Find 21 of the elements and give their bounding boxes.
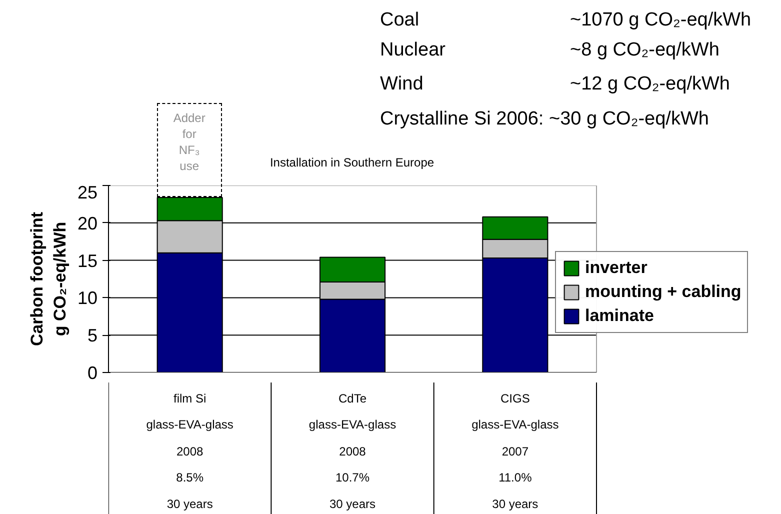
text: ~12 g CO₂-eq/kWh bbox=[570, 72, 730, 96]
y-tick-label: 0 bbox=[87, 363, 98, 383]
y-axis-title: Carbon footprint g CO₂-eq/kWh bbox=[28, 212, 70, 346]
x-tick-label: CdTe glass-EVA-glass 2008 10.7% 30 years bbox=[308, 391, 396, 511]
chart-subtitle: Installation in Southern Europe bbox=[270, 154, 434, 172]
x-tick-label: CIGS glass-EVA-glass 2007 11.0% 30 years bbox=[472, 391, 559, 511]
y-tick-label: 5 bbox=[87, 326, 98, 346]
legend-label: laminate bbox=[585, 306, 654, 326]
text: Coal bbox=[380, 8, 420, 32]
y-tick-label: 25 bbox=[77, 182, 98, 202]
y-tick-label: 15 bbox=[77, 250, 98, 271]
legend-label: inverter bbox=[585, 258, 648, 278]
legend-label: mounting + cabling bbox=[585, 282, 742, 302]
text: ~8 g CO₂-eq/kWh bbox=[570, 38, 720, 62]
text: Crystalline Si 2006: ~30 g CO₂-eq/kWh bbox=[380, 107, 709, 132]
y-tick-label: 20 bbox=[77, 213, 98, 234]
text: Wind bbox=[380, 72, 424, 96]
text: Nuclear bbox=[380, 38, 446, 62]
text: ~1070 g CO₂-eq/kWh bbox=[570, 8, 752, 32]
y-tick-label: 10 bbox=[77, 288, 98, 308]
x-tick-label: film Si glass-EVA-glass 2008 8.5% 30 years bbox=[146, 391, 234, 511]
